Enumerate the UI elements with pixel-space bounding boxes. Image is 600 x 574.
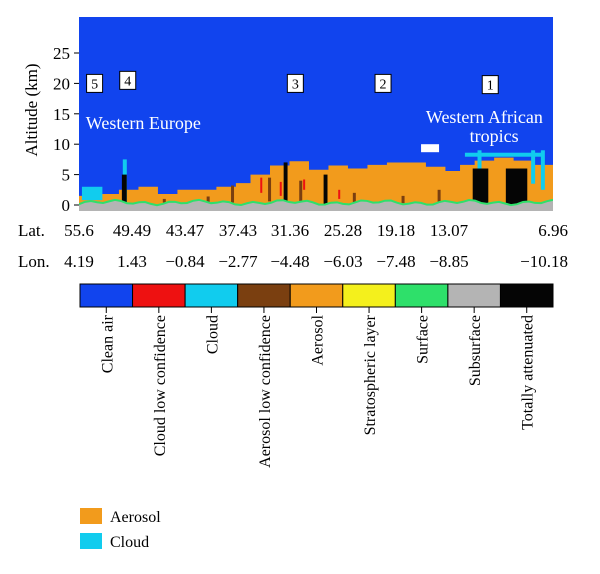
colorbar-label: Cloud low confidence [152,315,169,456]
colorbar-swatch [499,283,554,308]
x-tick-label: −2.77 [218,252,258,271]
cloud-feature-bright-patch [421,144,440,153]
aerosol-low-confidence-patch-4 [352,192,356,204]
colorbar-swatch [132,283,186,308]
curtain-plot [79,17,553,211]
x-tick-label: 43.47 [166,221,205,240]
x-tick-label: −4.48 [270,252,309,271]
cloud-feature-tropics-top [464,152,543,157]
x-tick-label: 31.36 [271,221,309,240]
cloud-low-confidence-speck-1 [260,177,263,193]
aerosol-low-confidence-patch-7 [206,196,210,203]
numbered-boxes: 5 4 3 2 1 [86,70,499,95]
cloud-low-confidence-speck-3 [303,179,306,190]
x-tick-label: 19.18 [377,221,415,240]
attenuated-column-4 [283,162,288,211]
colorbar-label: Surface [415,315,432,364]
colorbar-swatch [394,283,449,308]
numbered-box-label: 2 [380,77,387,92]
x-tick-label: 25.28 [324,221,362,240]
aerosol-low-confidence-patch-1 [231,185,235,203]
cloud-low-confidence-speck-4 [338,189,341,199]
x-tick-label: −8.85 [429,252,468,271]
legend-label: Aerosol [110,509,161,526]
legend-label: Cloud [110,534,149,551]
y-tick-label: 20 [53,74,70,93]
surface-line [79,198,553,207]
x-tick-label: 37.43 [219,221,257,240]
colorbar-swatch [184,283,239,308]
region-label: Western African [426,107,543,127]
feature-layers [79,144,553,211]
numbered-box [286,73,304,93]
y-axis-label: Altitude (km) [22,63,41,156]
colorbar-label: Clean air [99,314,116,373]
y-tick-label: 25 [53,44,70,63]
aerosol-low-confidence-patch-2 [268,177,272,202]
x-row-label: Lon. [18,252,50,271]
region-label: Western Europe [86,113,201,133]
x-tick-label: 55.6 [64,221,94,240]
colorbar-swatch [237,283,291,308]
colorbar-swatch [289,283,344,308]
legend-swatch [80,533,102,549]
y-tick-label: 10 [53,135,70,154]
numbered-box-label: 1 [487,79,494,94]
cloud-feature-4 [540,150,545,190]
numbered-box-label: 5 [91,77,98,92]
bottom-legend: Aerosol Cloud [80,508,161,551]
aerosol-low-confidence-patch-5 [401,195,405,204]
subsurface-band [79,199,553,211]
colorbar-label: Cloud [204,315,221,354]
classification-colorbar: Clean air Cloud low confidence Cloud Aeroso… [79,283,554,468]
x-row-label: Lat. [18,221,45,240]
attenuated-column-3 [121,174,127,211]
cloud-feature-2 [477,150,482,175]
colorbar-label: Totally attenuated [520,315,537,430]
colorbar-label: Aerosol low confidence [257,315,274,468]
colorbar-label: Aerosol [310,314,327,365]
x-tick-label: −6.03 [323,252,362,271]
x-tick-label: 13.07 [430,221,469,240]
x-tick-label: 1.43 [117,252,147,271]
numbered-box-label: 3 [292,77,299,92]
attenuated-column-2 [505,168,528,211]
numbered-box [86,73,104,93]
y-tick-label: 0 [62,196,71,215]
aerosol-low-confidence-patch-6 [437,189,441,203]
colorbar-swatch [447,283,501,308]
aerosol-low-confidence-patch-3 [299,180,303,202]
numbered-box [374,73,392,93]
numbered-box [481,75,499,95]
numbered-box [119,70,137,90]
x-tick-label: −7.48 [376,252,415,271]
legend-swatch [80,508,102,524]
colorbar-swatch [342,283,396,308]
cloud-feature-3 [531,150,536,184]
cloud-low-confidence-speck-2 [279,181,282,196]
y-tick-label: 15 [53,105,70,124]
x-tick-label: 6.96 [538,221,568,240]
x-tick-label: 49.49 [113,221,151,240]
y-tick-label: 5 [62,166,71,185]
cloud-feature-low-left [81,186,103,201]
aerosol-low-confidence-patch-8 [162,198,166,203]
attenuated-column-5 [323,174,328,211]
x-axis-rows: Lat. 55.6 49.49 43.47 37.43 31.36 25.28 19.18 13… [18,221,568,271]
colorbar-label: Subsurface [467,315,484,386]
x-tick-label: 4.19 [64,252,94,271]
colorbar-swatch [79,283,134,308]
aerosol-layer [79,157,553,211]
numbered-box-label: 4 [124,74,131,89]
x-tick-label: −10.18 [520,252,568,271]
colorbar-label: Stratospheric layer [362,314,379,435]
y-axis-ticks: 0 5 10 15 20 25 [53,44,79,215]
region-label: tropics [470,126,519,146]
x-tick-label: −0.84 [165,252,205,271]
